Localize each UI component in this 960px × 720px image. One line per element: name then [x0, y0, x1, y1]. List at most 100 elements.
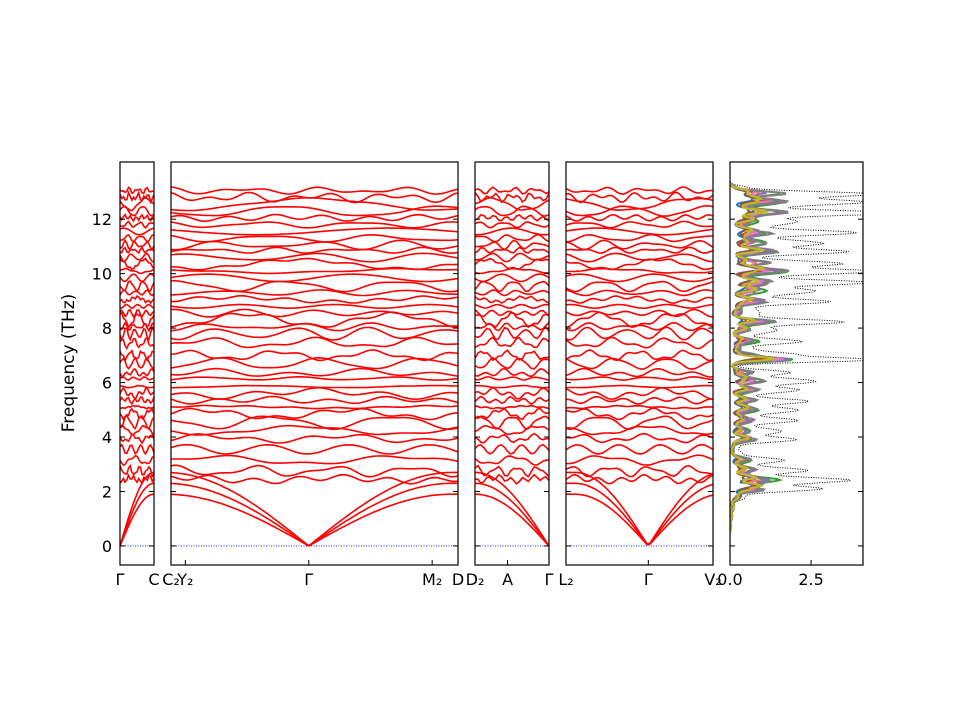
band-structure [120, 186, 713, 547]
panel-frame [729, 161, 864, 566]
phonon-band [120, 280, 154, 293]
acoustic-branch [475, 482, 549, 547]
acoustic-branch [566, 482, 713, 546]
x-tick-label: C₂ [162, 570, 180, 589]
phonon-band [475, 349, 549, 362]
phonon-band [566, 295, 713, 305]
phonon-band [475, 246, 549, 254]
x-tick-label: D [452, 570, 464, 589]
acoustic-branch [171, 482, 458, 547]
phonon-band [475, 415, 549, 430]
phonon-band [566, 367, 713, 378]
phonon-band [120, 227, 154, 236]
phonon-band [120, 257, 154, 271]
phonon-band [475, 386, 549, 400]
phonon-band [120, 325, 154, 342]
phonon-band [475, 252, 549, 263]
y-tick-label: 4 [102, 428, 112, 447]
phonon-band [566, 267, 713, 274]
phonon-band [475, 239, 549, 251]
phonon-band [475, 455, 549, 466]
phonon-band [171, 239, 458, 251]
phonon-band [120, 443, 154, 456]
phonon-band [475, 196, 549, 211]
phonon-band [475, 367, 549, 378]
x-tick-label: Γ [116, 570, 125, 589]
band-panel-2 [171, 186, 458, 547]
x-tick-label: Y₂ [176, 570, 193, 589]
phonon-band [566, 376, 713, 381]
x-tick-label: A [502, 570, 513, 589]
phonon-band [120, 273, 154, 283]
phonon-band [120, 252, 154, 263]
phonon-band [120, 267, 154, 275]
band-panel-3 [475, 186, 549, 547]
phonon-band [475, 205, 549, 217]
phonon-band [120, 386, 154, 401]
phonon-band [171, 326, 458, 341]
phonon-band [566, 220, 713, 229]
phonon-band [120, 233, 154, 243]
phonon-band [566, 404, 713, 410]
phonon-band [171, 273, 458, 283]
phonon-band [120, 213, 154, 223]
phonon-band [171, 464, 458, 478]
x-tick-label: C [148, 570, 159, 589]
phonon-band [120, 384, 154, 389]
y-tick-label: 12 [92, 210, 112, 229]
phonon-band [566, 191, 713, 204]
x-tick-label: L₂ [558, 570, 573, 589]
phonon-band [475, 267, 549, 275]
phonon-band [566, 407, 713, 421]
phonon-band [475, 376, 549, 381]
phonon-band [171, 367, 458, 377]
panel-frame [474, 161, 550, 566]
x-tick-label: Γ [304, 570, 313, 589]
band-panel-1 [120, 186, 154, 547]
phonon-band [120, 454, 154, 467]
phonon-band [171, 376, 458, 381]
phonon-band [566, 233, 713, 243]
phonon-band [475, 309, 549, 318]
phonon-band [120, 396, 154, 406]
phonon-band [475, 404, 549, 410]
phonon-band [120, 407, 154, 422]
phonon-band [120, 311, 154, 330]
phonon-band [120, 321, 154, 333]
phonon-band [566, 252, 713, 263]
phonon-band [171, 474, 458, 485]
x-tick-label: Γ [545, 570, 554, 589]
acoustic-branch [171, 493, 458, 547]
panel-frame [119, 161, 155, 566]
phonon-band [566, 303, 713, 310]
phonon-band [171, 424, 458, 436]
phonon-band [120, 337, 154, 350]
phonon-band [171, 252, 458, 263]
phonon-band [171, 186, 458, 195]
phonon-band [171, 205, 458, 217]
phonon-band [475, 443, 549, 455]
phonon-band [171, 257, 458, 271]
phonon-band [120, 367, 154, 378]
phonon-band [171, 415, 458, 431]
phonon-band [120, 356, 154, 370]
phonon-band [566, 395, 713, 405]
phonon-band [475, 192, 549, 204]
panel-frames [119, 161, 864, 566]
panel-frame [565, 161, 714, 566]
phonon-band [171, 384, 458, 389]
phonon-band [566, 311, 713, 329]
phonon-band [171, 279, 458, 293]
x-tick-label: M₂ [422, 570, 442, 589]
phonon-band [475, 233, 549, 243]
x-tick-label: D₂ [466, 570, 485, 589]
phonon-band [566, 425, 713, 436]
phonon-band [566, 384, 713, 389]
phonon-band [171, 234, 458, 243]
y-tick-label: 2 [102, 482, 112, 501]
phonon-band [566, 280, 713, 293]
phonon-band [475, 295, 549, 304]
partial-dos-curve [730, 183, 777, 533]
acoustic-branch [566, 471, 713, 545]
phonon-band [120, 303, 154, 310]
